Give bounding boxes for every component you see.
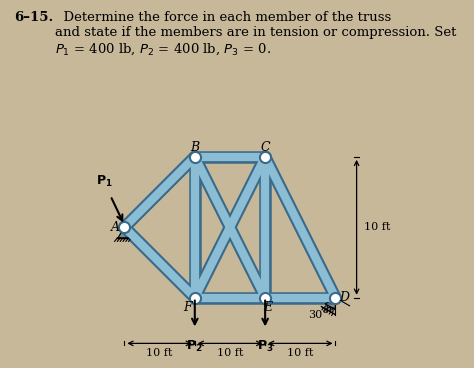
Text: 10 ft: 10 ft: [146, 348, 173, 358]
Text: $\mathbf{P_1}$: $\mathbf{P_1}$: [96, 173, 113, 188]
Text: B: B: [190, 141, 200, 153]
Text: C: C: [260, 141, 270, 153]
Text: 10 ft: 10 ft: [364, 222, 390, 232]
Text: Determine the force in each member of the truss
and state if the members are in : Determine the force in each member of th…: [55, 11, 456, 57]
Text: 10 ft: 10 ft: [287, 348, 313, 358]
Circle shape: [328, 307, 330, 311]
Polygon shape: [118, 227, 131, 238]
Text: $\mathbf{P_2}$: $\mathbf{P_2}$: [186, 339, 203, 354]
Circle shape: [330, 309, 333, 312]
Text: 30°: 30°: [308, 310, 328, 320]
Text: 10 ft: 10 ft: [217, 348, 243, 358]
Text: D: D: [340, 291, 350, 304]
Text: $\mathbf{P_3}$: $\mathbf{P_3}$: [257, 339, 273, 354]
Circle shape: [325, 306, 328, 309]
Polygon shape: [325, 298, 336, 310]
Text: E: E: [263, 301, 272, 314]
Text: F: F: [183, 301, 192, 314]
Text: A: A: [111, 221, 120, 234]
Text: 6–15.: 6–15.: [14, 11, 54, 24]
